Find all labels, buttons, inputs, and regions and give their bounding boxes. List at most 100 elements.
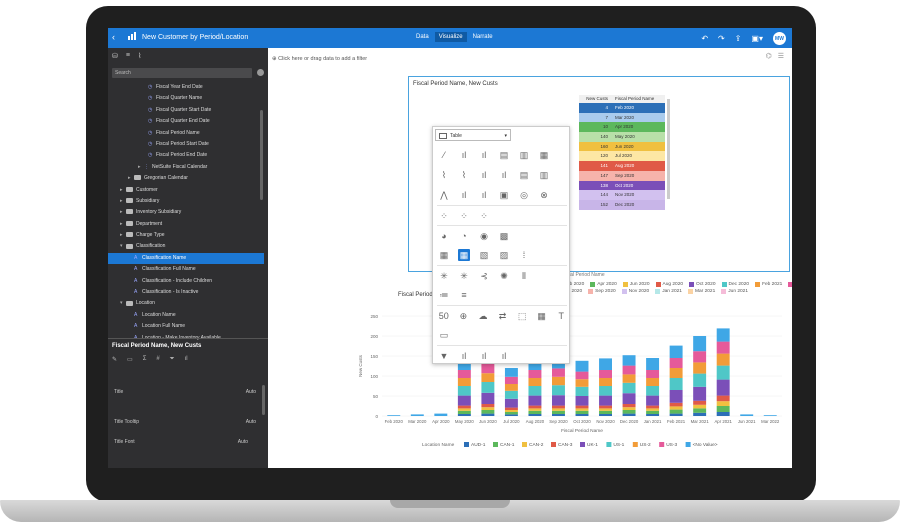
image-icon[interactable]: ▭	[439, 330, 449, 340]
column-header[interactable]: Fiscal Period Name	[615, 96, 655, 101]
tree-item[interactable]: ◷ Fiscal Period Name	[108, 128, 264, 139]
tree-item[interactable]: ▾ Location	[108, 298, 264, 309]
legend-item[interactable]: Aug 2020	[655, 282, 683, 287]
viz-type-dropdown[interactable]: Table ▾	[435, 129, 511, 141]
chevron-right-icon[interactable]: ▸	[120, 197, 123, 204]
tree-item[interactable]: ▸ Charge Type	[108, 230, 264, 241]
chevron-right-icon[interactable]: ▸	[120, 220, 123, 227]
funnel-icon[interactable]: ıl	[481, 350, 487, 361]
list-icon[interactable]: ≡	[461, 290, 467, 300]
scatter-icon[interactable]: ⁘	[440, 210, 448, 221]
table-row[interactable]: 10 Apr 2020	[579, 122, 665, 133]
network-icon[interactable]: ⦀	[522, 270, 526, 281]
table-row[interactable]: 141 Aug 2020	[579, 161, 665, 171]
text-icon[interactable]: T	[558, 310, 565, 321]
property-tooltip-row[interactable]: Title Tooltip Auto	[114, 419, 256, 425]
search-input[interactable]: Search	[112, 68, 252, 78]
table-icon[interactable]: ▦	[458, 249, 470, 261]
avatar[interactable]: MW	[773, 32, 786, 45]
line-icon[interactable]: ⌇	[461, 170, 467, 180]
table-row[interactable]: 144 Nov 2020	[579, 190, 665, 200]
property-title-row[interactable]: Title Auto	[114, 389, 256, 395]
tree-item[interactable]: ◷ Fiscal Quarter End Date	[108, 116, 264, 127]
funnel-icon[interactable]: ıl	[501, 350, 507, 361]
tree-item[interactable]: ▸ ⋮ NetSuite Fiscal Calendar	[108, 162, 264, 173]
line-icon[interactable]: ⌇	[441, 170, 447, 180]
table-icon[interactable]: ▦	[439, 250, 449, 260]
tab-data[interactable]: Data	[416, 34, 429, 40]
chevron-right-icon[interactable]: ▸	[120, 232, 123, 239]
general-tab-icon[interactable]: ✎	[112, 357, 118, 363]
bar-icon[interactable]: ⁄	[443, 150, 445, 160]
tree-item[interactable]: A Location Name	[108, 310, 264, 321]
pie-icon[interactable]: ▩	[499, 230, 509, 241]
text-icon[interactable]: 50	[438, 310, 449, 321]
table-row[interactable]: 147 Sep 2020	[579, 170, 665, 181]
bar-icon[interactable]: ıl	[461, 150, 467, 160]
scatter-icon[interactable]: ⁘	[480, 210, 488, 221]
axis-tab-icon[interactable]: ▭	[127, 357, 133, 363]
tree-item[interactable]: A Location - Make Inventory Available	[108, 333, 264, 340]
chevron-right-icon[interactable]: ▸	[128, 175, 131, 182]
table-row[interactable]: 160 Jun 2020	[579, 141, 665, 152]
property-value[interactable]: Auto	[245, 389, 256, 395]
funnel-icon[interactable]: ıl	[461, 350, 467, 361]
grammar-icon[interactable]: ⌬	[765, 53, 772, 60]
tree-item[interactable]: A Classification Name	[108, 252, 264, 265]
table-row[interactable]: 152 Dec 2020	[579, 199, 665, 210]
tree-item[interactable]: ◷ Fiscal Period End Date	[108, 150, 264, 161]
filter-tab-icon[interactable]: ⏷	[169, 356, 175, 362]
legend-item[interactable]: Jun 2020	[622, 282, 650, 287]
table-row[interactable]: 140 May 2020	[579, 132, 665, 142]
text-icon[interactable]: ▦	[537, 310, 546, 321]
legend-item[interactable]: Dec 2020	[721, 282, 749, 287]
line-icon[interactable]: ▤	[519, 170, 529, 180]
tab-narrate[interactable]: Narrate	[472, 34, 493, 40]
text-icon[interactable]: ☁	[478, 310, 488, 321]
line-icon[interactable]: ıl	[481, 170, 487, 180]
back-icon[interactable]: ‹	[112, 32, 115, 42]
legend-item[interactable]: Feb 2021	[755, 282, 782, 287]
filter-bar[interactable]: ⊕ Click here or drag data to add a filte…	[272, 56, 368, 62]
tree-item[interactable]: ▸ Gregorian Calendar	[108, 173, 264, 184]
tree-item[interactable]: ◷ Fiscal Quarter Start Date	[108, 105, 264, 116]
bar-icon[interactable]: ▥	[519, 150, 529, 160]
grid-tab-icon[interactable]: #	[156, 356, 160, 362]
tree-item[interactable]: ▸ Subsidiary	[108, 196, 264, 207]
area-icon[interactable]: ıl	[461, 190, 467, 200]
text-icon[interactable]: ⇄	[498, 310, 507, 321]
menu-icon[interactable]: ☰	[777, 53, 784, 60]
tree-item[interactable]: ◷ Fiscal Year End Date	[108, 82, 264, 93]
area-icon[interactable]: ▣	[499, 190, 509, 200]
property-value[interactable]: Auto	[245, 419, 256, 425]
area-icon[interactable]: ıl	[481, 190, 487, 200]
legend-item[interactable]: Jan 2021	[655, 289, 682, 294]
undo-icon[interactable]: ↶	[701, 34, 709, 43]
chevron-right-icon[interactable]: ▸	[120, 209, 123, 216]
bar-icon[interactable]: ▦	[539, 150, 549, 160]
tree-item[interactable]: A Classification - Is Inactive	[108, 287, 264, 298]
pie-icon[interactable]: ◕	[441, 230, 447, 241]
properties-scrollbar[interactable]	[262, 385, 265, 415]
area-icon[interactable]: ◎	[520, 190, 528, 200]
redo-icon[interactable]: ↷	[718, 34, 725, 43]
chevron-right-icon[interactable]: ▸	[120, 186, 123, 193]
legend-item[interactable]: Oct 2020	[689, 282, 716, 287]
tree-item[interactable]: ▸ Department	[108, 219, 264, 230]
list-icon[interactable]: ≔	[439, 290, 449, 300]
tab-visualize[interactable]: Visualize	[434, 32, 467, 42]
bar-icon[interactable]: ıl	[481, 150, 487, 160]
pie-icon[interactable]: ◔	[461, 230, 467, 241]
funnel-icon[interactable]: ▼	[439, 350, 449, 361]
scatter-icon[interactable]: ⁘	[460, 210, 468, 221]
share-icon[interactable]: ⇪	[734, 34, 742, 43]
legend-item[interactable]: Apr 2020	[590, 282, 617, 287]
tree-item[interactable]: ▸ Inventory Subsidiary	[108, 207, 264, 218]
legend-item[interactable]: Apr 2021	[788, 282, 792, 287]
tree-item[interactable]: ◷ Fiscal Period Start Date	[108, 139, 264, 150]
tree-item[interactable]: ▾ Classification	[108, 241, 264, 252]
property-value[interactable]: Auto	[237, 439, 248, 445]
save-icon[interactable]: ▣▾	[751, 34, 763, 43]
sigma-tab-icon[interactable]: Σ	[142, 356, 147, 362]
property-font-row[interactable]: Title Font Auto	[114, 439, 256, 445]
